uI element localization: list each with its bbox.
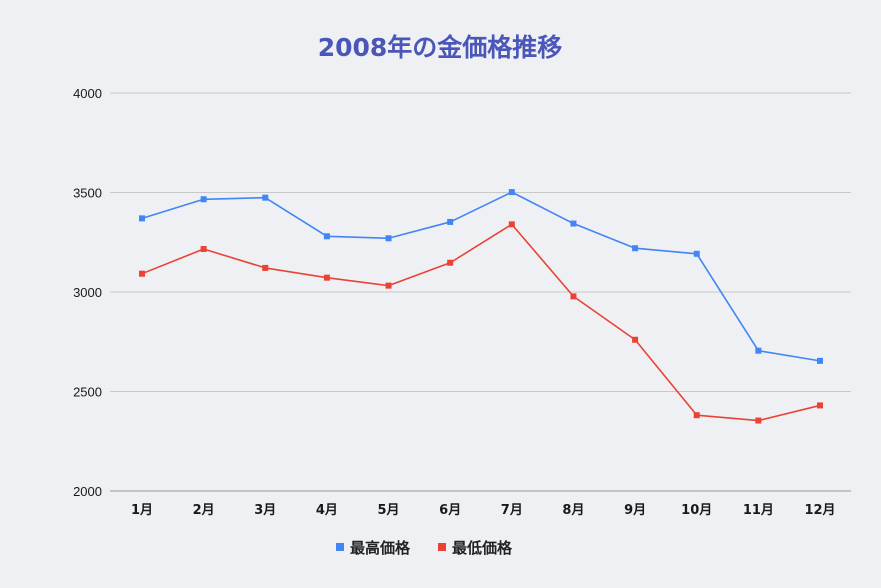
legend: 最高価格 最低価格 <box>336 539 513 557</box>
data-point <box>508 189 515 196</box>
legend-item: 最低価格 <box>438 539 513 557</box>
series-lines <box>139 189 823 424</box>
x-tick-label: 12月 <box>804 503 835 518</box>
data-point <box>139 270 145 277</box>
data-point <box>817 402 823 409</box>
data-point <box>693 250 700 257</box>
y-tick-label: 3000 <box>73 285 102 300</box>
x-tick-label: 9月 <box>624 503 646 518</box>
series-1 <box>139 189 823 364</box>
x-tick-label: 2月 <box>193 503 215 518</box>
x-tick-label: 3月 <box>254 503 276 518</box>
y-tick-label: 3500 <box>73 186 102 201</box>
y-axis-ticks: 2000 2500 3000 3500 4000 <box>73 86 102 499</box>
legend-marker <box>336 543 344 551</box>
data-point <box>200 196 207 203</box>
series-line <box>141 223 821 422</box>
data-point <box>262 264 269 271</box>
x-tick-label: 1月 <box>131 503 153 518</box>
data-point <box>385 235 392 242</box>
data-point <box>693 412 700 419</box>
y-tick-label: 2000 <box>73 484 102 499</box>
legend-item: 最高価格 <box>336 539 411 557</box>
data-point <box>755 347 762 354</box>
x-tick-label: 11月 <box>743 503 774 518</box>
grid-lines <box>110 92 851 492</box>
x-tick-label: 4月 <box>316 503 338 518</box>
data-point <box>508 221 515 228</box>
legend-label: 最高価格 <box>350 539 411 557</box>
data-point <box>817 357 823 364</box>
x-tick-label: 7月 <box>501 503 523 518</box>
legend-label: 最低価格 <box>452 539 513 557</box>
data-point <box>755 417 762 424</box>
x-tick-label: 6月 <box>439 503 461 518</box>
legend-marker <box>438 543 446 551</box>
data-point <box>139 215 145 222</box>
data-point <box>323 233 330 240</box>
data-point <box>385 282 392 289</box>
x-tick-label: 5月 <box>378 503 400 518</box>
data-point <box>447 259 454 266</box>
chart-title: 2008年の金価格推移 <box>318 33 563 62</box>
data-point <box>200 246 207 253</box>
series-line <box>141 191 821 362</box>
x-tick-label: 10月 <box>681 503 712 518</box>
data-point <box>447 218 454 225</box>
x-tick-label: 8月 <box>562 503 584 518</box>
data-point <box>323 274 330 281</box>
data-point <box>632 336 639 343</box>
series-2 <box>139 221 823 424</box>
x-axis-ticks: 1月 2月 3月 4月 5月 6月 7月 8月 9月 10月 11月 12月 <box>131 503 836 518</box>
y-tick-label: 2500 <box>73 385 102 400</box>
data-point <box>632 245 639 252</box>
data-point <box>570 220 577 227</box>
y-tick-label: 4000 <box>73 86 102 101</box>
data-point <box>262 194 269 201</box>
data-point <box>570 293 577 300</box>
